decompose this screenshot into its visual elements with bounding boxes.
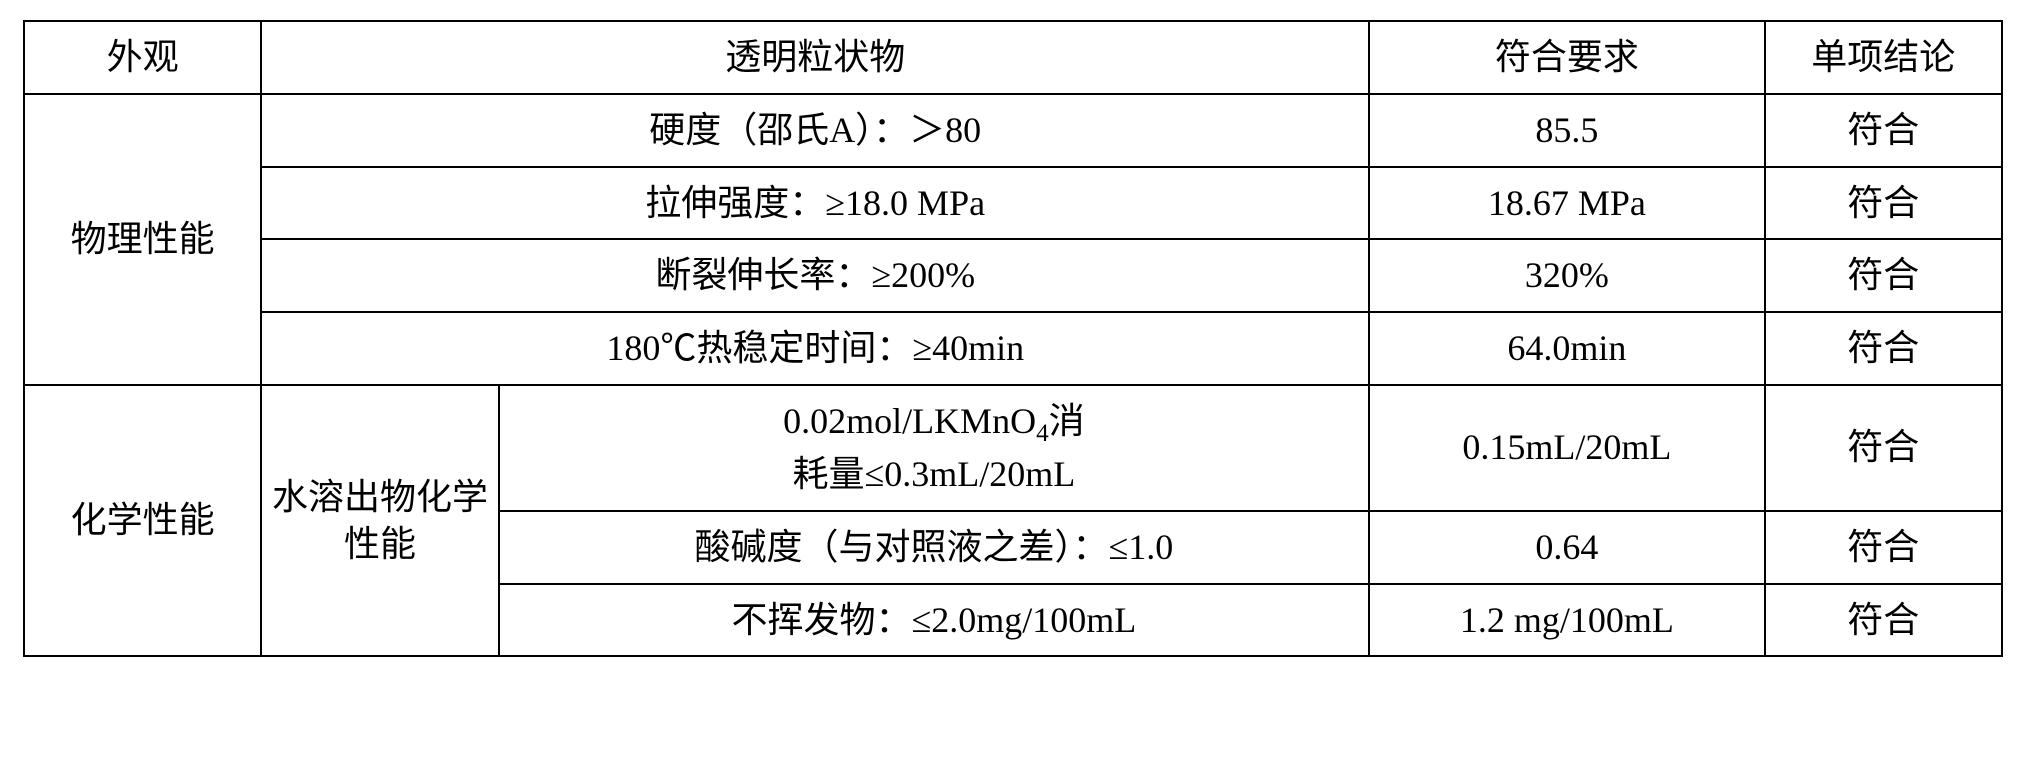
physical-value-3: 320% xyxy=(1369,239,1765,312)
chemical-value-3: 1.2 mg/100mL xyxy=(1369,584,1765,657)
header-conclusion: 单项结论 xyxy=(1765,21,2002,94)
physical-result-3: 符合 xyxy=(1765,239,2002,312)
header-description: 透明粒状物 xyxy=(261,21,1369,94)
physical-row-4: 180℃热稳定时间：≥40min 64.0min 符合 xyxy=(24,312,2002,385)
chemical-spec-1-line2: 耗量≤0.3mL/20mL xyxy=(793,454,1076,494)
header-requirement: 符合要求 xyxy=(1369,21,1765,94)
spec-table: 外观 透明粒状物 符合要求 单项结论 物理性能 硬度（邵氏A）：＞80 85.5… xyxy=(23,20,2003,657)
spec-table-container: 外观 透明粒状物 符合要求 单项结论 物理性能 硬度（邵氏A）：＞80 85.5… xyxy=(23,20,2003,657)
chemical-spec-1: 0.02mol/LKMnO4消 耗量≤0.3mL/20mL xyxy=(499,385,1369,511)
chemical-row-1: 化学性能 水溶出物化学性能 0.02mol/LKMnO4消 耗量≤0.3mL/2… xyxy=(24,385,2002,511)
physical-result-2: 符合 xyxy=(1765,167,2002,240)
chemical-result-3: 符合 xyxy=(1765,584,2002,657)
physical-spec-2: 拉伸强度：≥18.0 MPa xyxy=(261,167,1369,240)
header-row: 外观 透明粒状物 符合要求 单项结论 xyxy=(24,21,2002,94)
chemical-value-1: 0.15mL/20mL xyxy=(1369,385,1765,511)
physical-row-3: 断裂伸长率：≥200% 320% 符合 xyxy=(24,239,2002,312)
physical-value-4: 64.0min xyxy=(1369,312,1765,385)
physical-value-2: 18.67 MPa xyxy=(1369,167,1765,240)
header-appearance: 外观 xyxy=(24,21,261,94)
physical-result-4: 符合 xyxy=(1765,312,2002,385)
physical-result-1: 符合 xyxy=(1765,94,2002,167)
physical-label: 物理性能 xyxy=(24,94,261,385)
chemical-spec-3: 不挥发物：≤2.0mg/100mL xyxy=(499,584,1369,657)
chemical-label: 化学性能 xyxy=(24,385,261,656)
chemical-result-2: 符合 xyxy=(1765,511,2002,584)
physical-row-2: 拉伸强度：≥18.0 MPa 18.67 MPa 符合 xyxy=(24,167,2002,240)
physical-spec-4: 180℃热稳定时间：≥40min xyxy=(261,312,1369,385)
physical-spec-3: 断裂伸长率：≥200% xyxy=(261,239,1369,312)
chemical-spec-1-line1: 0.02mol/LKMnO4消 xyxy=(783,401,1085,441)
physical-row-1: 物理性能 硬度（邵氏A）：＞80 85.5 符合 xyxy=(24,94,2002,167)
chemical-sublabel: 水溶出物化学性能 xyxy=(261,385,498,656)
physical-spec-1: 硬度（邵氏A）：＞80 xyxy=(261,94,1369,167)
chemical-result-1: 符合 xyxy=(1765,385,2002,511)
chemical-value-2: 0.64 xyxy=(1369,511,1765,584)
physical-value-1: 85.5 xyxy=(1369,94,1765,167)
chemical-spec-2: 酸碱度（与对照液之差）：≤1.0 xyxy=(499,511,1369,584)
